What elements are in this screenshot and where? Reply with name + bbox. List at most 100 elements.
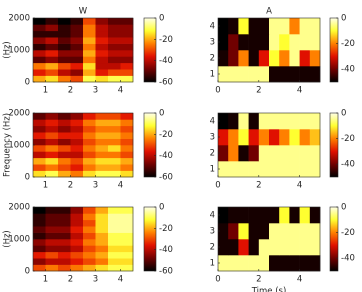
x-tick-label: 4 <box>297 275 302 285</box>
x-tick-label: 4 <box>297 181 302 191</box>
heatmap-cell <box>33 50 46 57</box>
heatmap-cell <box>33 30 46 38</box>
heatmap-cell <box>120 145 134 152</box>
heatmap-cell <box>238 223 249 240</box>
heatmap-cell <box>33 69 46 76</box>
heatmap-cell <box>45 75 59 83</box>
heatmap-cell <box>83 75 96 83</box>
heatmap-cell <box>45 62 59 70</box>
heatmap-cell <box>83 132 96 139</box>
heatmap-cell <box>95 62 109 70</box>
heatmap-cell <box>309 145 321 162</box>
heatmap-cell <box>228 18 239 35</box>
heatmap-cell <box>58 119 71 127</box>
heatmap-cell <box>95 132 109 139</box>
heatmap-cell <box>309 223 321 240</box>
heatmap-cell <box>70 232 84 240</box>
heatmap-cell <box>45 145 59 152</box>
heatmap-cell <box>289 145 300 162</box>
heatmap-cell <box>33 145 46 152</box>
heatmap-cell <box>279 239 290 256</box>
x-tick-label: 0 <box>215 181 220 191</box>
heatmap-cell <box>299 161 311 178</box>
heatmap-cell <box>83 164 96 171</box>
heatmap-cell <box>289 223 300 240</box>
heatmap-cell <box>70 264 84 272</box>
heatmap-cell <box>70 251 84 259</box>
heatmap-cell <box>120 30 134 38</box>
heatmap-cell <box>83 170 96 178</box>
heatmap-cell <box>108 145 121 152</box>
y-tick-label: 1000 <box>8 46 30 56</box>
heatmap-cell <box>228 223 239 240</box>
heatmap-cell <box>58 43 71 51</box>
heatmap-cell <box>33 62 46 70</box>
heatmap-cell <box>299 255 311 272</box>
heatmap-cell <box>58 207 71 214</box>
y-tick-label: 0 <box>25 78 30 88</box>
y-tick-label: 0 <box>25 173 30 183</box>
heatmap-cell <box>120 125 134 133</box>
heatmap-cell <box>258 113 270 130</box>
heatmap-cell <box>108 164 121 171</box>
heatmap-cell <box>279 34 290 51</box>
heatmap-cell <box>120 50 134 57</box>
heatmap-cell <box>120 75 134 83</box>
colorbar-tick-label: 0 <box>159 109 164 119</box>
x-tick-label: 3 <box>93 275 98 285</box>
heatmap-cell <box>248 129 260 146</box>
colorbar <box>143 17 157 83</box>
heatmap-cell <box>83 113 96 120</box>
heatmap-cell <box>238 18 249 35</box>
heatmap-cell <box>120 18 134 25</box>
heatmap-cell <box>45 219 59 227</box>
heatmap-cell <box>70 56 84 64</box>
heatmap-cell <box>120 170 134 178</box>
heatmap-cell <box>58 258 71 265</box>
heatmap-cell <box>58 30 71 38</box>
heatmap-cell <box>218 34 229 51</box>
heatmap-cell <box>120 207 134 214</box>
heatmap-cell <box>228 129 239 146</box>
heatmap-cell <box>238 66 249 83</box>
heatmap-cell <box>33 125 46 133</box>
heatmap-cell <box>58 24 71 32</box>
y-tick-label: 2000 <box>8 203 30 213</box>
heatmap-cell <box>289 50 300 67</box>
heatmap-cell <box>289 66 300 83</box>
heatmap-cell <box>33 219 46 227</box>
heatmap-cell <box>238 50 249 67</box>
heatmap-cell <box>120 164 134 171</box>
heatmap-cell <box>70 50 84 57</box>
heatmap-cell <box>45 264 59 272</box>
heatmap-cell <box>58 232 71 240</box>
heatmap-cell <box>279 223 290 240</box>
heatmap-cell <box>279 113 290 130</box>
heatmap-cell <box>33 18 46 25</box>
heatmap-cell <box>83 258 96 265</box>
heatmap-cell <box>108 264 121 272</box>
panel: 1 2 3 4 0 1000 2000 (Hz) 0 -20 -40 -60 <box>3 203 173 285</box>
heatmap-cell <box>309 34 321 51</box>
heatmap-cell <box>83 226 96 233</box>
heatmap-cell <box>95 56 109 64</box>
heatmap-cell <box>120 151 134 159</box>
heatmap-cell <box>83 30 96 38</box>
heatmap-cell <box>258 255 270 272</box>
heatmap-cell <box>58 37 71 44</box>
heatmap-cell <box>120 251 134 259</box>
heatmap-cell <box>45 213 59 221</box>
heatmap-cell <box>238 161 249 178</box>
heatmap-cell <box>33 132 46 139</box>
heatmap-cell <box>33 43 46 51</box>
heatmap-cell <box>45 207 59 214</box>
x-tick-label: 0 <box>215 86 220 96</box>
x-tick-label: 2 <box>68 86 73 96</box>
heatmap-cell <box>83 157 96 165</box>
heatmap-cell <box>45 239 59 246</box>
panel: 0 2 4 1 2 3 4 Time (s) 0 -20 -40 <box>210 203 355 292</box>
x-tick-label: 4 <box>297 86 302 96</box>
x-tick-label: 2 <box>256 275 261 285</box>
colorbar-tick-label: 0 <box>159 14 164 24</box>
heatmap-cell <box>95 207 109 214</box>
